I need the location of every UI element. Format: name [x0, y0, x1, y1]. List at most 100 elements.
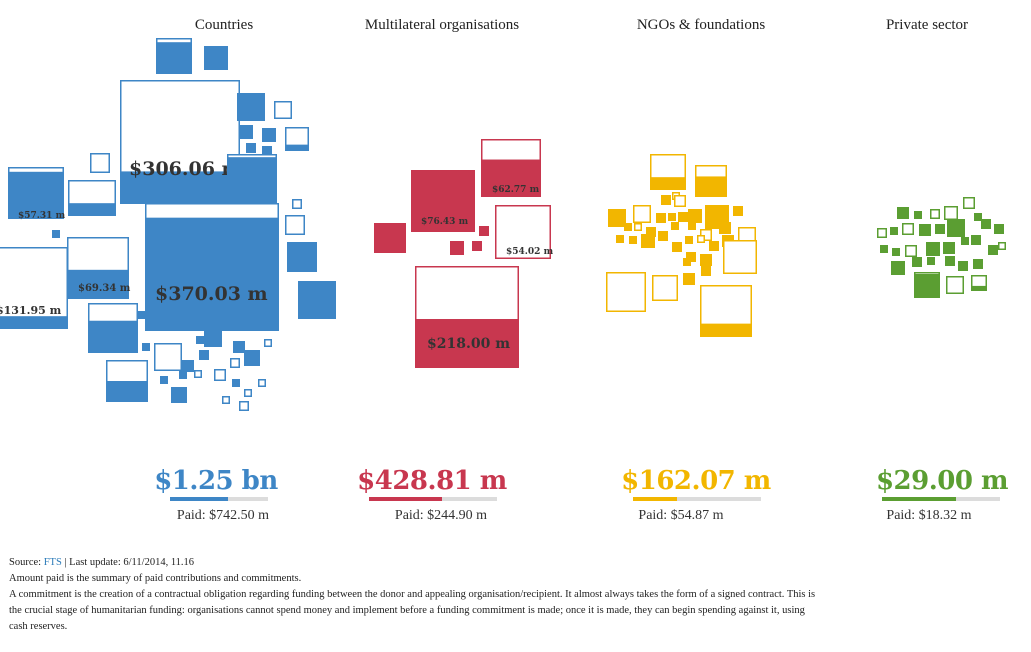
donor-square[interactable] [945, 256, 955, 266]
donor-square[interactable] [298, 281, 336, 319]
donor-square[interactable]: $69.34 m [67, 237, 131, 299]
donor-square[interactable] [905, 245, 917, 257]
donor-square[interactable] [701, 266, 711, 276]
donor-square[interactable] [971, 235, 981, 245]
donor-square[interactable] [179, 371, 187, 379]
donor-square[interactable] [723, 240, 757, 274]
donor-square[interactable] [227, 154, 277, 204]
donor-square[interactable] [142, 343, 150, 351]
donor-square[interactable] [672, 242, 682, 252]
donor-square[interactable] [658, 231, 668, 241]
donor-square[interactable] [285, 127, 309, 151]
donor-square[interactable] [892, 248, 900, 256]
donor-square[interactable] [606, 272, 646, 312]
donor-square[interactable] [285, 215, 305, 235]
donor-square[interactable] [106, 360, 148, 402]
donor-square[interactable] [685, 236, 693, 244]
donor-square[interactable] [897, 207, 909, 219]
donor-square[interactable] [90, 153, 110, 173]
donor-square[interactable] [160, 376, 168, 384]
donor-square[interactable] [973, 259, 983, 269]
donor-square[interactable] [961, 237, 969, 245]
donor-square[interactable] [450, 241, 464, 255]
donor-square[interactable] [214, 369, 226, 381]
donor-square[interactable] [264, 339, 272, 347]
donor-square[interactable] [671, 222, 679, 230]
donor-square[interactable] [222, 396, 230, 404]
donor-square[interactable] [633, 205, 651, 223]
donor-square[interactable]: $306.06 m [120, 80, 242, 204]
donor-square[interactable] [156, 38, 192, 74]
donor-square[interactable] [661, 195, 671, 205]
donor-square[interactable] [634, 223, 642, 231]
donor-square[interactable] [244, 389, 252, 397]
donor-square[interactable] [246, 143, 256, 153]
donor-square[interactable] [927, 257, 935, 265]
donor-square[interactable] [926, 242, 940, 256]
donor-square[interactable] [233, 341, 245, 353]
donor-square[interactable] [274, 101, 292, 119]
donor-square[interactable] [943, 242, 955, 254]
donor-square[interactable] [890, 227, 898, 235]
donor-square[interactable] [171, 387, 187, 403]
source-link[interactable]: FTS [43, 557, 62, 568]
donor-square[interactable] [650, 154, 686, 190]
donor-square[interactable] [880, 245, 888, 253]
donor-square[interactable] [204, 46, 228, 70]
donor-square[interactable] [678, 212, 688, 222]
donor-square[interactable] [204, 329, 222, 347]
donor-square[interactable] [237, 93, 265, 121]
donor-square[interactable] [695, 165, 727, 197]
donor-square[interactable] [258, 379, 266, 387]
donor-square[interactable] [877, 228, 887, 238]
donor-square[interactable] [608, 209, 626, 227]
donor-square[interactable] [262, 146, 272, 156]
donor-square[interactable] [52, 230, 60, 238]
donor-square[interactable] [68, 180, 116, 216]
donor-square[interactable] [930, 209, 940, 219]
donor-square[interactable] [958, 261, 968, 271]
donor-square[interactable] [891, 261, 905, 275]
donor-square[interactable] [292, 199, 302, 209]
donor-square[interactable] [374, 223, 406, 253]
donor-square[interactable] [239, 401, 249, 411]
donor-square[interactable] [656, 213, 666, 223]
donor-square[interactable] [194, 370, 202, 378]
donor-square[interactable] [733, 206, 743, 216]
donor-square[interactable] [668, 213, 676, 221]
donor-square[interactable]: $57.31 m [8, 167, 66, 221]
donor-square[interactable] [674, 195, 686, 207]
donor-square[interactable] [688, 209, 702, 223]
donor-square[interactable] [683, 273, 695, 285]
donor-square[interactable] [919, 224, 931, 236]
donor-square[interactable] [479, 226, 489, 236]
donor-square[interactable] [129, 327, 137, 335]
donor-square[interactable] [624, 223, 632, 231]
donor-square[interactable] [914, 211, 922, 219]
donor-square[interactable] [182, 360, 194, 372]
donor-square[interactable]: $76.43 m [411, 170, 475, 232]
donor-square[interactable] [230, 358, 240, 368]
donor-square[interactable] [472, 241, 482, 251]
donor-square[interactable] [239, 125, 253, 139]
donor-square[interactable] [138, 311, 146, 319]
donor-square[interactable] [994, 224, 1004, 234]
donor-square[interactable] [199, 350, 209, 360]
donor-square[interactable] [196, 336, 204, 344]
donor-square[interactable]: $218.00 m [415, 266, 519, 368]
donor-square[interactable]: $131.95 m [0, 247, 68, 329]
donor-square[interactable] [963, 197, 975, 209]
donor-square[interactable] [988, 245, 998, 255]
donor-square[interactable] [902, 223, 914, 235]
donor-square[interactable] [981, 219, 991, 229]
donor-square[interactable] [629, 236, 637, 244]
donor-square[interactable] [946, 276, 964, 294]
donor-square[interactable] [974, 213, 982, 221]
donor-square[interactable] [652, 275, 678, 301]
donor-square[interactable] [719, 222, 731, 234]
donor-square[interactable] [709, 241, 719, 251]
donor-square[interactable] [697, 235, 705, 243]
donor-square[interactable]: $62.77 m [481, 139, 541, 197]
donor-square[interactable] [287, 242, 317, 272]
donor-square[interactable] [616, 235, 624, 243]
